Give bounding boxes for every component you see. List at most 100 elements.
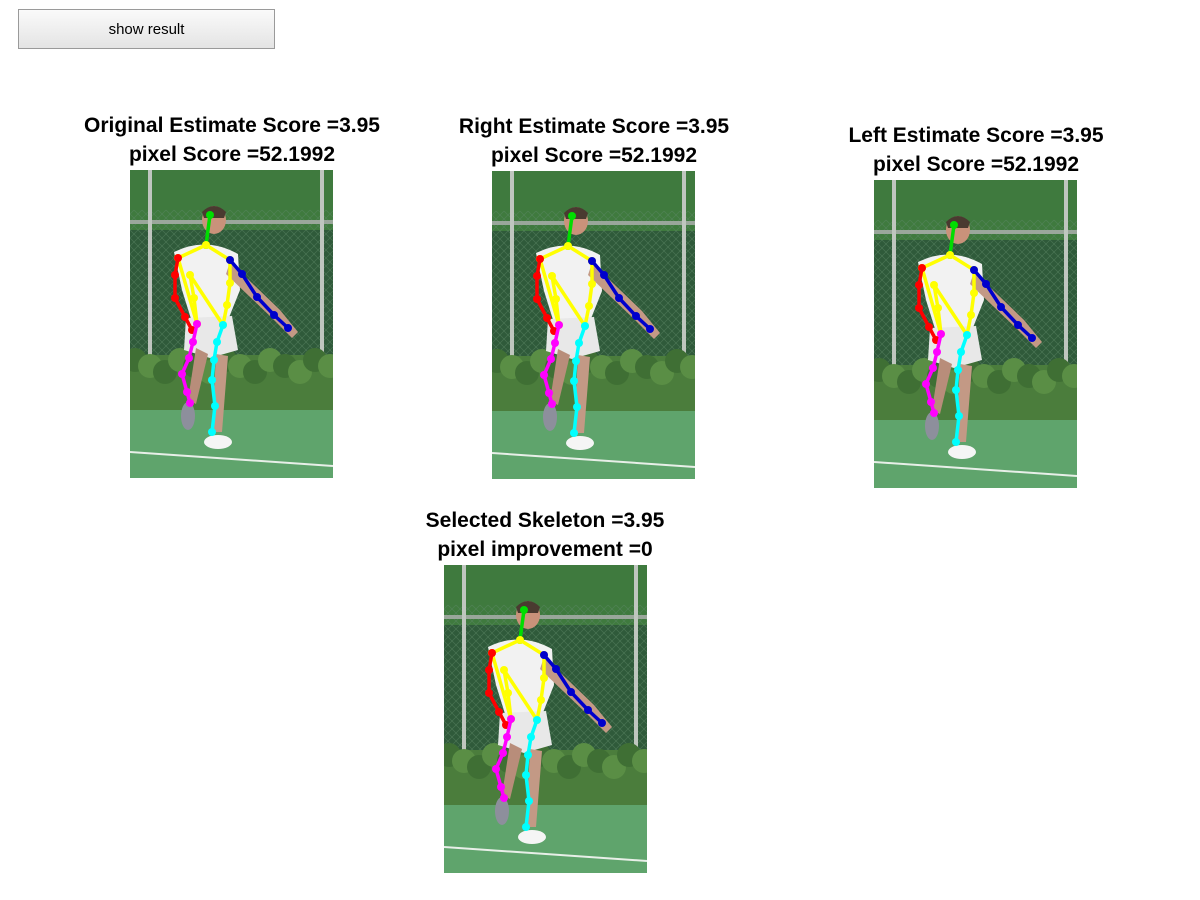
skeleton-right-leg-joint: [555, 321, 563, 329]
skeleton-left-leg-joint: [570, 429, 578, 437]
skeleton-right-leg-joint: [507, 715, 515, 723]
court-line: [444, 846, 647, 862]
skeleton-right-arm-joint: [174, 254, 182, 262]
fence-post: [510, 171, 514, 411]
skeleton-left-arm-joint: [598, 719, 606, 727]
fence-post: [892, 180, 896, 420]
skeleton-torso-joint: [967, 311, 975, 319]
court-surface: [130, 410, 333, 478]
player-shoe: [948, 445, 976, 459]
skeleton-right-arm-joint: [485, 689, 493, 697]
skeleton-left-leg-joint: [522, 771, 530, 779]
skeleton-torso-line: [538, 244, 594, 328]
player-leg: [550, 349, 570, 405]
skeleton-right-leg-joint: [548, 400, 556, 408]
skeleton-left-arm-joint: [1028, 334, 1036, 342]
skeleton-left-arm-joint: [600, 271, 608, 279]
skeleton-left-leg-joint: [570, 377, 578, 385]
skeleton-head-joint: [206, 211, 214, 219]
skeleton-left-arm-joint: [588, 257, 596, 265]
selected-skeleton-score-label: Selected Skeleton =3.95: [425, 509, 665, 532]
skeleton-left-leg-joint: [952, 386, 960, 394]
player-leg: [188, 348, 208, 404]
player-leg: [502, 743, 522, 799]
tennis-racket: [543, 403, 557, 431]
skeleton-left-leg-joint: [581, 322, 589, 330]
tennis-racket: [181, 402, 195, 430]
skeleton-left-arm-joint: [632, 312, 640, 320]
original-estimate-image: [130, 170, 333, 478]
court-surface: [874, 420, 1077, 488]
skeleton-left-arm-joint: [238, 270, 246, 278]
fence-post: [462, 565, 466, 805]
left-pixel-score-label: pixel Score =52.1992: [872, 153, 1080, 176]
fence-rail: [130, 220, 333, 224]
skeleton-torso-joint: [585, 302, 593, 310]
skeleton-right-leg-joint: [929, 364, 937, 372]
skeleton-left-leg-joint: [572, 357, 580, 365]
skeleton-left-arm-joint: [970, 266, 978, 274]
skeleton-torso-joint: [226, 279, 234, 287]
skeleton-right-arm-joint: [485, 666, 493, 674]
fence-post: [682, 171, 686, 411]
skeleton-right-leg-joint: [497, 783, 505, 791]
skeleton-torso-joint: [548, 272, 556, 280]
skeleton-torso-joint: [588, 280, 596, 288]
skeleton-right-arm-joint: [495, 708, 503, 716]
skeleton-left-arm-joint: [540, 651, 548, 659]
right-estimate-title: Right Estimate Score =3.95 pixel Score =…: [459, 112, 729, 170]
skeleton-right-leg-joint: [193, 320, 201, 328]
skeleton-left-leg-joint: [208, 428, 216, 436]
player: [533, 207, 660, 450]
original-pixel-score-label: pixel Score =52.1992: [128, 143, 336, 166]
skeleton-right-arm-joint: [536, 255, 544, 263]
skeleton-left-leg-joint: [208, 376, 216, 384]
court-line: [130, 451, 333, 467]
skeleton-right-leg-joint: [551, 339, 559, 347]
skeleton-torso-joint: [186, 271, 194, 279]
skeleton-torso-joint: [190, 294, 198, 302]
skeleton-right-leg-joint: [499, 749, 507, 757]
skeleton-right-leg-joint: [500, 794, 508, 802]
skeleton-head-line: [948, 223, 956, 257]
skeleton-torso-joint: [540, 674, 548, 682]
skeleton-torso-joint: [564, 242, 572, 250]
skeleton-right-arm-joint: [925, 323, 933, 331]
skeleton-left-arm-joint: [1014, 321, 1022, 329]
skeleton-left-leg-joint: [957, 348, 965, 356]
skeleton-left-arm-joint: [270, 311, 278, 319]
left-estimate-title: Left Estimate Score =3.95 pixel Score =5…: [848, 121, 1103, 179]
skeleton-torso-joint: [202, 241, 210, 249]
tennis-racket: [925, 412, 939, 440]
skeleton-left-arm-joint: [584, 706, 592, 714]
right-estimate-image: [492, 171, 695, 479]
skeleton-right-arm-joint: [171, 294, 179, 302]
skeleton-right-arm-joint: [533, 272, 541, 280]
skeleton-left-leg-joint: [525, 797, 533, 805]
skeleton-right-arm-joint: [918, 264, 926, 272]
skeleton-left-leg-joint: [527, 733, 535, 741]
skeleton-right-arm-joint: [533, 295, 541, 303]
skeleton-right-arm-joint: [915, 281, 923, 289]
skeleton-left-leg-joint: [219, 321, 227, 329]
skeleton-torso-joint: [970, 289, 978, 297]
skeleton-right-leg-joint: [185, 354, 193, 362]
player-shoe: [204, 435, 232, 449]
fence-rail: [874, 230, 1077, 234]
skeleton-right-arm-joint: [543, 314, 551, 322]
fence-post: [634, 565, 638, 805]
skeleton-left-arm-joint: [615, 294, 623, 302]
skeleton-right-leg-joint: [933, 348, 941, 356]
skeleton-left-leg-joint: [211, 402, 219, 410]
skeleton-torso-joint: [552, 295, 560, 303]
show-result-button[interactable]: show result: [18, 9, 275, 49]
skeleton-right-leg-joint: [930, 409, 938, 417]
skeleton-right-leg-joint: [547, 355, 555, 363]
selected-skeleton-title: Selected Skeleton =3.95 pixel improvemen…: [426, 506, 665, 564]
fence-post: [320, 170, 324, 410]
skeleton-left-leg-joint: [213, 338, 221, 346]
skeleton-right-arm-joint: [915, 304, 923, 312]
court-surface: [492, 411, 695, 479]
skeleton-left-leg-joint: [573, 403, 581, 411]
player-shoe: [518, 830, 546, 844]
